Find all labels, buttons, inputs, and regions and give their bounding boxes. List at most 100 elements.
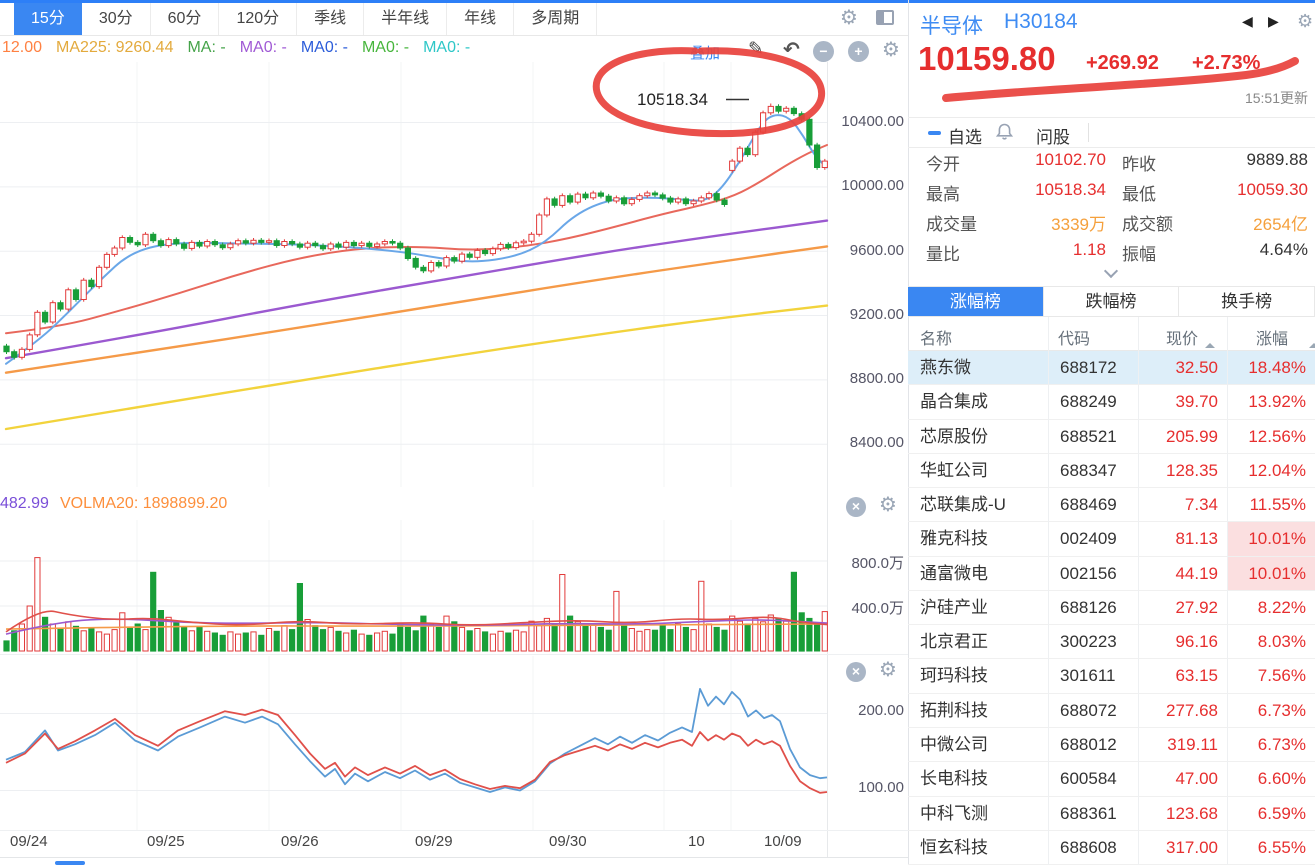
table-row[interactable]: 拓荆科技 688072 277.68 6.73% <box>908 694 1315 728</box>
expand-chevron-down-icon[interactable] <box>1103 263 1119 279</box>
stock-code: 688521 <box>1060 426 1117 446</box>
volume-pane-gear-icon[interactable]: ⚙ <box>879 494 897 516</box>
period-tab-半年线[interactable]: 半年线 <box>364 3 448 35</box>
index-code: H30184 <box>1004 10 1078 33</box>
indicator-pane-gear-icon[interactable]: ⚙ <box>879 659 897 681</box>
stock-code: 688347 <box>1060 460 1117 480</box>
stock-price: 32.50 <box>1175 358 1218 377</box>
col-header-code[interactable]: 代码 <box>1058 331 1091 348</box>
stock-pct: 6.59% <box>1257 803 1306 823</box>
table-row[interactable]: 恒玄科技 688608 317.00 6.55% <box>908 831 1315 865</box>
indicator-pane-close-icon[interactable]: × <box>846 662 866 682</box>
period-tab-120分[interactable]: 120分 <box>219 3 298 35</box>
table-row[interactable]: 华虹公司 688347 128.35 12.04% <box>908 454 1315 489</box>
stock-code: 688249 <box>1060 392 1117 412</box>
stock-price: 47.00 <box>1175 769 1218 789</box>
bell-icon[interactable] <box>995 123 1014 146</box>
stock-price: 7.34 <box>1184 495 1218 515</box>
stock-name: 华虹公司 <box>920 460 988 480</box>
stock-code: 600584 <box>1060 769 1117 789</box>
table-row[interactable]: 长电科技 600584 47.00 6.60% <box>908 762 1315 797</box>
stock-pct: 6.55% <box>1257 837 1306 857</box>
zoom-out-icon[interactable]: − <box>813 41 834 62</box>
stock-name: 北京君正 <box>920 632 988 652</box>
action-bar-top-border <box>908 117 1315 118</box>
watchlist-button[interactable]: 自选 <box>948 128 982 147</box>
ma-indicator-bar: 12.00 MA225: 9260.44 MA: - MA0: - MA0: - MA0:… <box>2 39 470 57</box>
panel-settings-gear-icon[interactable]: ⚙ <box>1297 11 1314 31</box>
stock-code: 688172 <box>1060 358 1117 377</box>
undo-icon[interactable]: ↶ <box>783 39 800 61</box>
table-row[interactable]: 中微公司 688012 319.11 6.73% <box>908 728 1315 763</box>
next-arrow-icon[interactable]: ▶ <box>1268 13 1279 29</box>
prev-arrow-icon[interactable]: ◀ <box>1242 13 1253 29</box>
chart-gear-icon[interactable]: ⚙ <box>882 39 900 61</box>
col-header-price[interactable]: 现价 <box>1165 331 1198 348</box>
table-col-divider-1 <box>1048 317 1049 865</box>
ma-label-5: MA0: - <box>361 39 410 56</box>
current-price: 10159.80 <box>918 40 1056 77</box>
rank-tab-涨幅榜[interactable]: 涨幅榜 <box>908 287 1044 316</box>
price-change: +269.92 <box>1086 52 1159 74</box>
col-header-pct[interactable]: 涨幅 <box>1255 331 1288 348</box>
stock-name: 长电科技 <box>920 769 988 789</box>
stock-pct: 13.92% <box>1248 392 1306 412</box>
rank-tab-换手榜[interactable]: 换手榜 <box>1179 287 1315 316</box>
period-tab-15分[interactable]: 15分 <box>14 3 82 35</box>
volume-pane-close-icon[interactable]: × <box>846 497 866 517</box>
table-row[interactable]: 北京君正 300223 96.16 8.03% <box>908 625 1315 660</box>
table-row[interactable]: 珂玛科技 301611 63.15 7.56% <box>908 659 1315 694</box>
period-tab-多周期[interactable]: 多周期 <box>514 3 598 35</box>
scrollbar-fragment[interactable] <box>55 861 85 865</box>
stock-price: 319.11 <box>1167 734 1218 754</box>
table-row[interactable]: 晶合集成 688249 39.70 13.92% <box>908 385 1315 420</box>
table-row[interactable]: 中科飞测 688361 123.68 6.59% <box>908 797 1315 831</box>
table-row[interactable]: 通富微电 002156 44.19 10.01% <box>908 556 1315 591</box>
tabbar-border <box>0 35 908 36</box>
stock-pct: 6.60% <box>1257 769 1306 789</box>
stock-code: 688072 <box>1060 700 1117 720</box>
stock-code: 688608 <box>1060 837 1117 857</box>
ask-stock-button[interactable]: 问股 <box>1036 128 1070 147</box>
rank-tab-跌幅榜[interactable]: 跌幅榜 <box>1043 287 1180 316</box>
col-header-name[interactable]: 名称 <box>920 331 953 348</box>
stock-name: 拓荆科技 <box>920 700 988 720</box>
period-tab-季线[interactable]: 季线 <box>297 3 365 35</box>
table-row[interactable]: 芯联集成-U 688469 7.34 11.55% <box>908 488 1315 523</box>
period-tab-30分[interactable]: 30分 <box>82 3 151 35</box>
period-tab-年线[interactable]: 年线 <box>447 3 515 35</box>
quote-value-振幅: 4.64% <box>1259 240 1308 259</box>
stock-pct: 12.56% <box>1248 426 1306 446</box>
quote-label-振幅: 振幅 <box>1122 245 1156 264</box>
quote-label-成交额: 成交额 <box>1122 215 1173 234</box>
zoom-in-icon[interactable]: + <box>848 41 869 62</box>
period-tab-bar: 15分 30分 60分 120分 季线 半年线 年线 多周期 <box>14 3 598 35</box>
layout-panel-icon[interactable] <box>876 10 894 25</box>
draw-pen-icon[interactable]: ✎ <box>748 39 764 60</box>
period-tab-60分[interactable]: 60分 <box>151 3 220 35</box>
table-row[interactable]: 沪硅产业 688126 27.92 8.22% <box>908 591 1315 626</box>
quote-value-量比: 1.18 <box>1072 240 1106 259</box>
watchlist-minus-icon[interactable] <box>928 131 941 135</box>
stock-name: 中微公司 <box>920 734 988 754</box>
stock-name: 芯联集成-U <box>920 495 1006 515</box>
stock-pct: 10.01% <box>1248 529 1306 549</box>
volma-label: VOLMA20: 1898899.20 <box>60 495 228 512</box>
table-row[interactable]: 燕东微 688172 32.50 18.48% <box>908 351 1315 386</box>
table-row[interactable]: 雅克科技 002409 81.13 10.01% <box>908 522 1315 557</box>
stock-pct: 7.56% <box>1257 666 1306 686</box>
table-col-divider-3 <box>1227 317 1228 865</box>
table-row[interactable]: 芯原股份 688521 205.99 12.56% <box>908 420 1315 454</box>
stock-pct: 8.22% <box>1257 597 1306 617</box>
indicator-axis-label: 100.00 <box>858 779 904 796</box>
stock-price: 63.15 <box>1175 666 1218 686</box>
action-bar-bottom-border <box>908 147 1315 148</box>
overlay-button[interactable]: 叠加 <box>690 45 721 62</box>
stock-price: 27.92 <box>1175 597 1218 617</box>
price-axis-label: 10400.00 <box>841 113 904 130</box>
chart-settings-gear-icon[interactable]: ⚙ <box>840 7 858 29</box>
stock-name: 雅克科技 <box>920 529 988 549</box>
stock-code: 688012 <box>1060 734 1117 754</box>
ma-label-6: MA0: - <box>423 39 471 56</box>
pane-divider-2 <box>0 830 908 831</box>
